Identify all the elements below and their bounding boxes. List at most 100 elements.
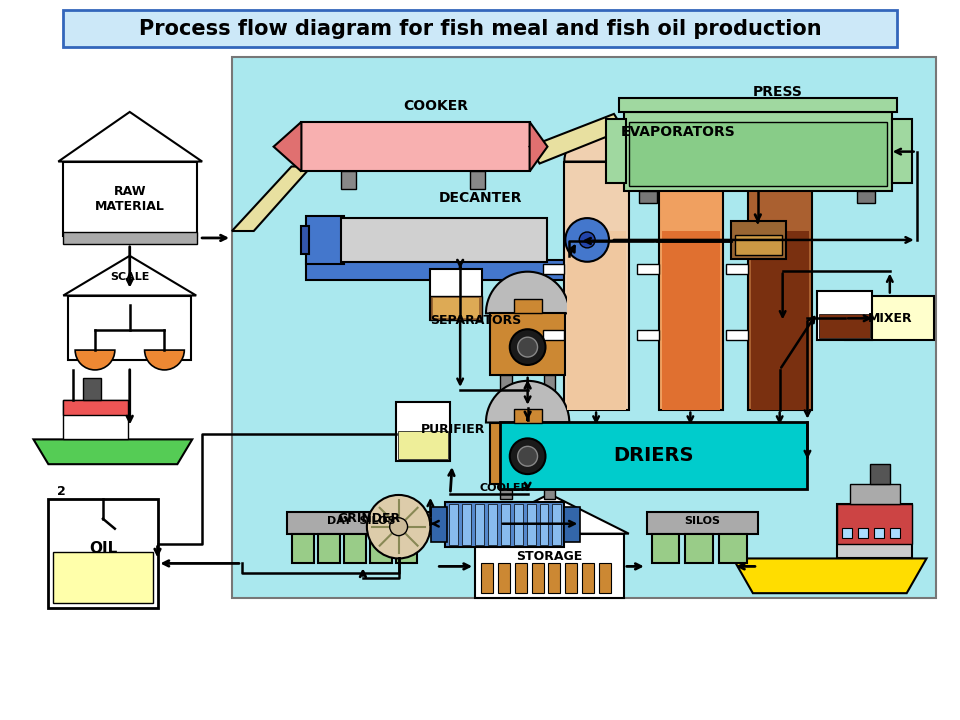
Bar bbox=[540, 504, 548, 544]
Bar bbox=[599, 564, 611, 593]
Bar bbox=[542, 264, 564, 274]
Circle shape bbox=[565, 218, 609, 262]
Bar bbox=[63, 400, 128, 439]
Polygon shape bbox=[733, 559, 926, 593]
Wedge shape bbox=[486, 271, 569, 313]
Bar bbox=[857, 192, 875, 203]
Bar bbox=[430, 269, 482, 320]
Circle shape bbox=[390, 518, 408, 536]
Bar bbox=[659, 161, 723, 410]
Bar bbox=[462, 504, 471, 544]
Bar bbox=[63, 232, 197, 244]
Text: DECANTER: DECANTER bbox=[439, 192, 521, 205]
Text: PURIFIER: PURIFIER bbox=[420, 423, 485, 436]
Bar bbox=[501, 504, 510, 544]
Wedge shape bbox=[748, 130, 811, 161]
Text: COOLER: COOLER bbox=[480, 483, 530, 493]
Bar bbox=[890, 528, 900, 538]
Bar bbox=[735, 235, 781, 255]
Bar bbox=[661, 231, 720, 410]
Text: COOKER: COOKER bbox=[403, 99, 468, 113]
Bar bbox=[490, 313, 565, 375]
Bar bbox=[527, 504, 536, 544]
Polygon shape bbox=[470, 494, 629, 534]
Text: 2: 2 bbox=[57, 485, 65, 498]
Bar bbox=[370, 534, 392, 564]
Bar bbox=[54, 552, 153, 603]
Bar bbox=[567, 231, 626, 410]
Bar bbox=[636, 330, 659, 340]
Bar bbox=[344, 534, 366, 564]
Bar bbox=[629, 122, 887, 186]
Text: OIL: OIL bbox=[89, 541, 117, 556]
Text: STORAGE: STORAGE bbox=[516, 550, 583, 563]
Bar bbox=[63, 10, 897, 48]
Polygon shape bbox=[530, 114, 624, 163]
Bar bbox=[514, 409, 541, 423]
Bar bbox=[514, 504, 522, 544]
Bar bbox=[84, 378, 101, 400]
Bar bbox=[301, 122, 530, 171]
Bar bbox=[543, 375, 556, 390]
Wedge shape bbox=[145, 350, 184, 370]
Bar bbox=[500, 375, 512, 390]
Bar bbox=[543, 484, 556, 499]
Bar bbox=[514, 300, 541, 313]
Bar bbox=[647, 512, 757, 534]
Bar bbox=[445, 502, 564, 546]
Bar bbox=[287, 512, 434, 534]
Bar bbox=[851, 484, 900, 504]
Bar bbox=[817, 291, 872, 340]
Bar bbox=[490, 423, 565, 484]
Polygon shape bbox=[232, 166, 311, 231]
Text: SCALE: SCALE bbox=[110, 271, 150, 282]
Wedge shape bbox=[564, 130, 628, 161]
Bar bbox=[624, 112, 892, 192]
Text: SEPARATORS: SEPARATORS bbox=[430, 314, 521, 327]
Bar bbox=[606, 119, 626, 184]
Bar bbox=[232, 58, 936, 598]
Bar bbox=[301, 226, 309, 254]
Bar bbox=[475, 504, 484, 544]
Bar bbox=[306, 260, 604, 279]
Polygon shape bbox=[34, 439, 192, 464]
Circle shape bbox=[510, 329, 545, 365]
Bar bbox=[397, 431, 448, 459]
Bar bbox=[638, 192, 657, 203]
Text: Process flow diagram for fish meal and fish oil production: Process flow diagram for fish meal and f… bbox=[138, 19, 822, 39]
Text: GRINDER: GRINDER bbox=[337, 512, 400, 526]
Wedge shape bbox=[486, 381, 569, 423]
Bar bbox=[48, 499, 157, 608]
Bar bbox=[564, 507, 580, 541]
Bar bbox=[431, 507, 447, 541]
Bar bbox=[858, 528, 868, 538]
Bar bbox=[748, 161, 812, 410]
Bar bbox=[564, 161, 629, 410]
Bar bbox=[500, 484, 512, 499]
Bar bbox=[892, 119, 912, 184]
Bar bbox=[552, 504, 562, 544]
Bar bbox=[719, 534, 747, 564]
Bar bbox=[542, 330, 564, 340]
Bar bbox=[433, 299, 479, 318]
Text: DRIERS: DRIERS bbox=[613, 446, 694, 464]
Bar bbox=[500, 421, 807, 489]
Circle shape bbox=[517, 446, 538, 466]
Bar bbox=[488, 504, 497, 544]
Bar bbox=[515, 564, 527, 593]
Bar bbox=[837, 504, 912, 544]
Bar bbox=[874, 528, 884, 538]
Bar bbox=[532, 564, 543, 593]
Polygon shape bbox=[63, 256, 196, 295]
Text: SILOS: SILOS bbox=[684, 516, 720, 526]
Text: EVAPORATORS: EVAPORATORS bbox=[621, 125, 735, 139]
Circle shape bbox=[517, 337, 538, 357]
Bar bbox=[726, 330, 748, 340]
Bar bbox=[430, 297, 482, 320]
Bar bbox=[63, 400, 128, 415]
Bar bbox=[751, 231, 809, 410]
Bar bbox=[475, 534, 624, 598]
Bar bbox=[837, 504, 912, 559]
Polygon shape bbox=[274, 122, 301, 171]
Bar bbox=[449, 504, 458, 544]
